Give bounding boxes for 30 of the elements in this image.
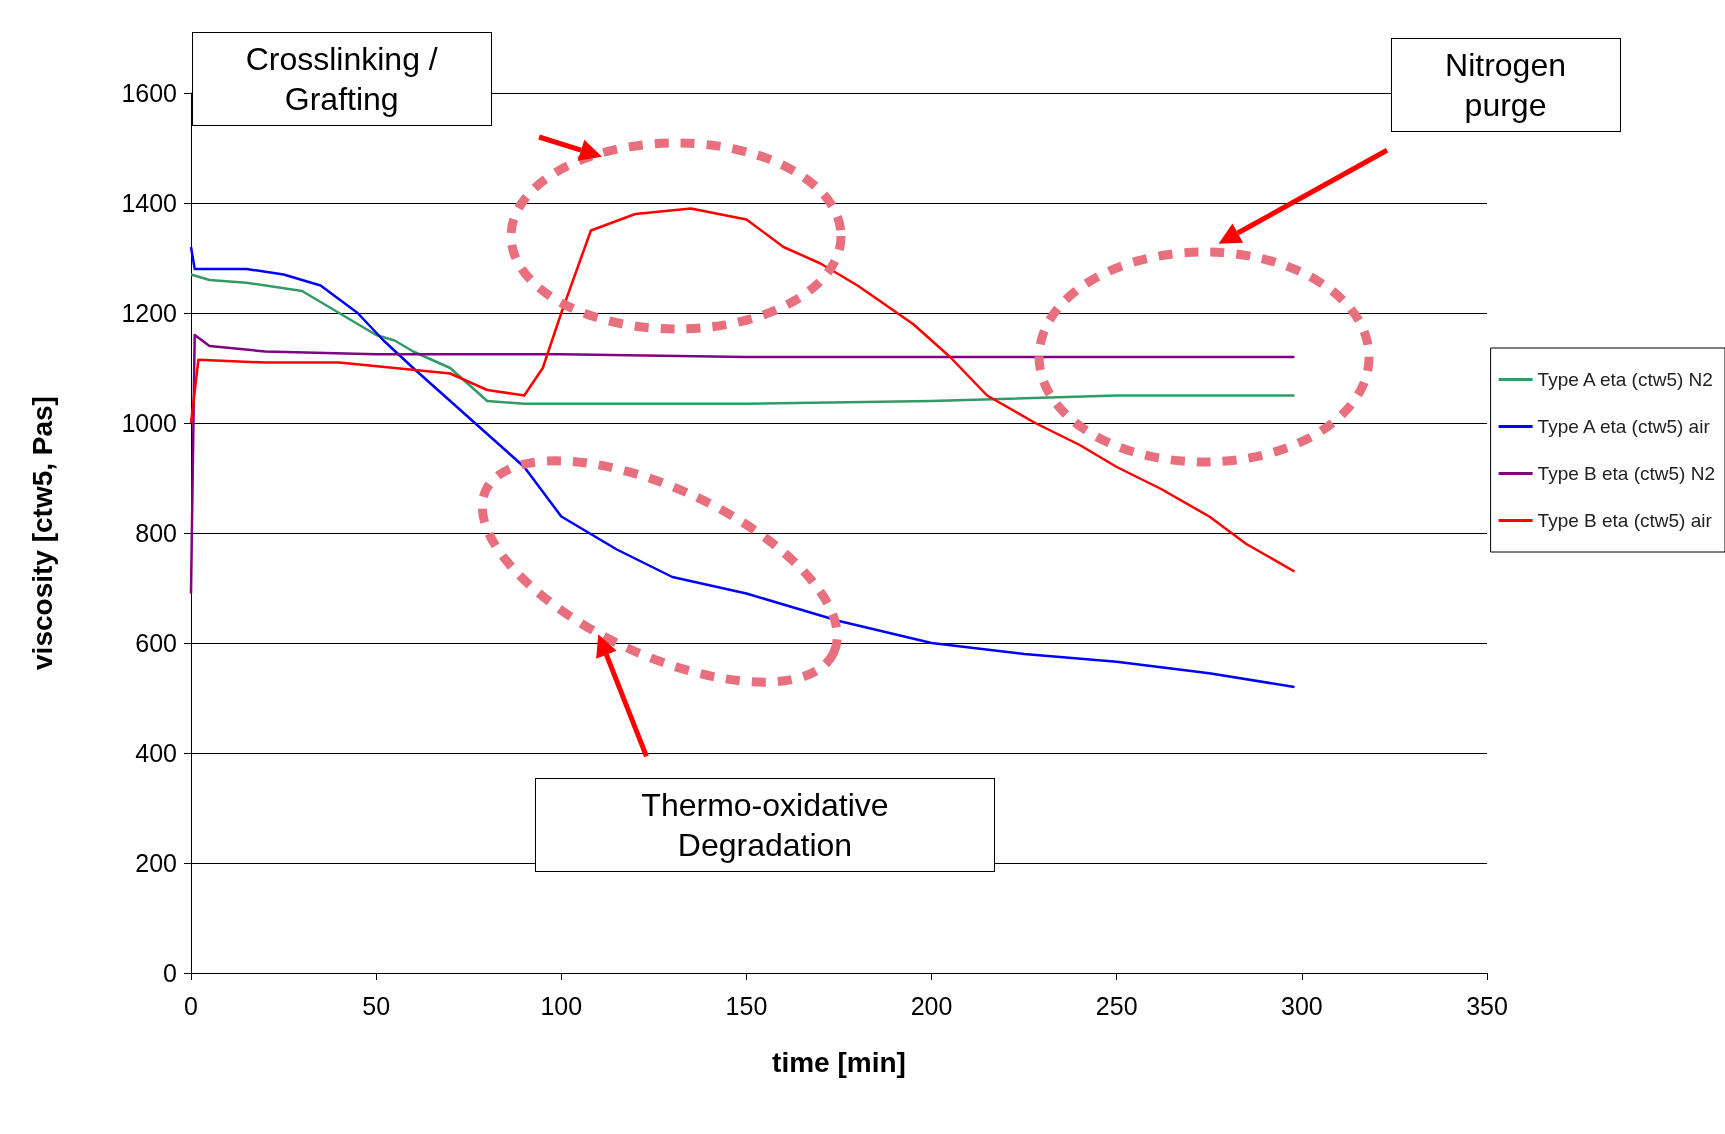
text-box: Thermo-oxidative Degradation (534, 777, 995, 872)
line-series (189, 245, 1296, 689)
x-tick-label: 50 (362, 991, 391, 1020)
y-tick-label: 1400 (121, 189, 177, 217)
legend-label: Type A eta (ctw5) N2 (1537, 369, 1713, 390)
legend-label: Type B eta (ctw5) N2 (1537, 463, 1715, 484)
y-tick-label: 800 (135, 519, 177, 547)
y-tick-label: 1000 (121, 409, 177, 437)
y-axis-title: viscosity [ctw5, Pas] (26, 396, 58, 670)
y-tick-label: 1600 (121, 79, 177, 107)
legend-label: Type B eta (ctw5) air (1537, 510, 1713, 531)
x-axis-title: time [min] (772, 1046, 906, 1078)
line-series (189, 207, 1296, 573)
x-tick-label: 250 (1095, 991, 1138, 1020)
legend-label: Type A eta (ctw5) air (1537, 416, 1711, 437)
x-tick-label: 350 (1466, 991, 1508, 1020)
x-tick-label: 100 (540, 991, 583, 1020)
text-box: Nitrogen purge (1390, 37, 1621, 132)
y-tick-label: 1200 (121, 299, 177, 327)
line-series (189, 273, 1296, 405)
x-tick-label: 300 (1281, 991, 1323, 1020)
y-tick-label: 600 (135, 629, 177, 657)
x-tick-label: 150 (725, 991, 768, 1020)
text-box: Crosslinking / Grafting (191, 32, 492, 127)
y-tick-label: 200 (135, 849, 177, 877)
y-tick-label: 0 (163, 959, 177, 987)
x-tick-label: 200 (910, 991, 953, 1020)
line-series (189, 333, 1296, 595)
y-tick-label: 400 (135, 739, 177, 767)
x-tick-label: 0 (184, 991, 198, 1020)
